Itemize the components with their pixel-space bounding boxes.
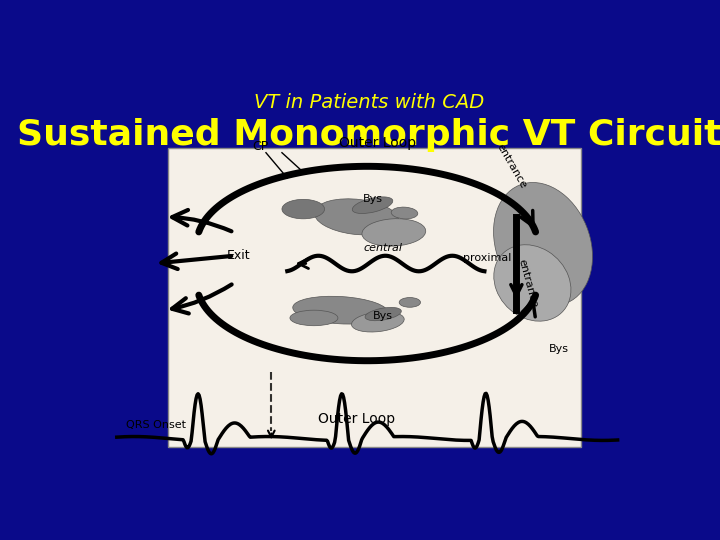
Ellipse shape [293, 296, 388, 324]
Ellipse shape [362, 219, 426, 246]
Text: Exit: Exit [226, 249, 250, 262]
Text: Bys: Bys [549, 344, 569, 354]
Ellipse shape [493, 183, 593, 306]
Text: Bys: Bys [373, 311, 393, 321]
Text: central: central [364, 243, 402, 253]
Ellipse shape [315, 199, 399, 235]
Text: Sustained Monomorphic VT Circuit: Sustained Monomorphic VT Circuit [17, 118, 720, 152]
Text: entrance: entrance [516, 258, 539, 308]
Ellipse shape [391, 207, 418, 219]
Ellipse shape [351, 312, 404, 332]
Text: Outer Loop: Outer Loop [339, 136, 416, 150]
Text: entrance: entrance [494, 142, 528, 191]
Text: QRS Onset: QRS Onset [126, 420, 186, 430]
FancyBboxPatch shape [168, 148, 581, 447]
Text: VT in Patients with CAD: VT in Patients with CAD [254, 93, 484, 112]
Ellipse shape [290, 310, 338, 326]
Ellipse shape [282, 199, 325, 219]
Text: proximal: proximal [463, 253, 511, 262]
Ellipse shape [352, 197, 393, 213]
Ellipse shape [365, 307, 401, 321]
Text: CP: CP [253, 140, 269, 153]
Text: Outer Loop: Outer Loop [318, 412, 395, 426]
Ellipse shape [494, 245, 571, 321]
Text: Bys: Bys [363, 194, 382, 204]
Ellipse shape [399, 298, 420, 307]
